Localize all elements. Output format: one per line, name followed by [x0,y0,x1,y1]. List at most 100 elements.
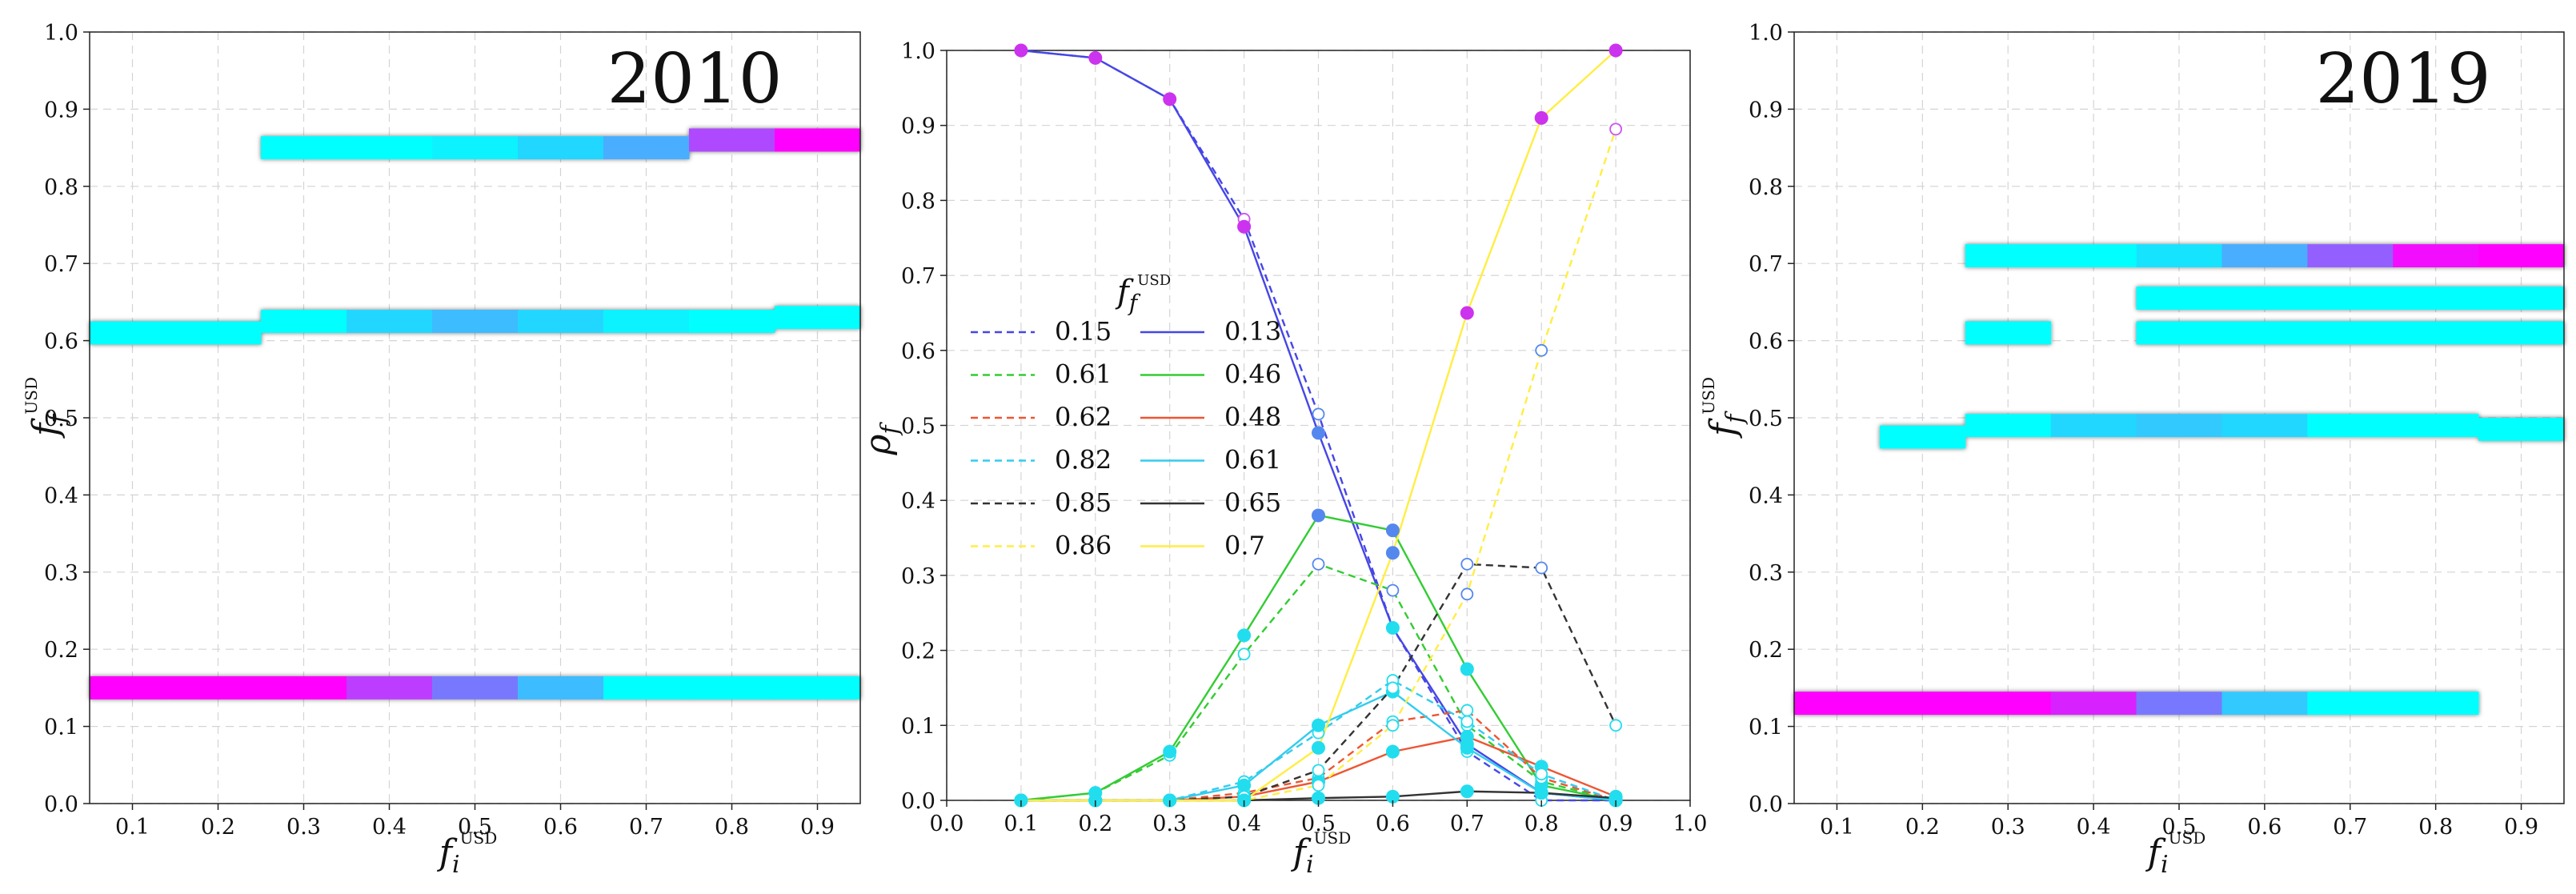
left-heatmap-cell [775,128,861,152]
left-x-tick-label: 0.4 [372,815,407,840]
data-point [1014,43,1028,58]
right-heatmap-cell [2393,244,2479,268]
data-point [1534,786,1548,800]
middle-y-tick-label: 0.1 [901,714,935,739]
middle-x-tick-label: 0.0 [930,812,964,836]
left-x-tick-label: 0.3 [286,815,321,840]
right-y-tick-label: 0.3 [1749,561,1783,586]
right-band-2 [1965,321,2052,345]
left-heatmap-cell [603,676,690,700]
data-point [1608,43,1623,58]
right-heatmap-cell [1965,321,2052,345]
data-point [1312,426,1325,440]
right-heatmap-cell [2307,692,2394,716]
right-band-5 [1965,244,2565,268]
right-x-axis-label: fiUSD [2145,828,2206,879]
left-x-tick-label: 0.1 [115,815,150,840]
middle-series-lines [1014,43,1623,808]
right-heatmap-cell [2393,321,2479,345]
data-point [1386,583,1400,597]
left-y-ticks: 0.0 0.1 0.2 0.3 0.4 0.5 0.6 0.7 0.8 0.9 1.0 [44,21,90,817]
right-x-tick-label: 0.6 [2247,815,2282,840]
left-heatmap-cell [432,310,519,333]
left-heatmap-cell [518,136,604,160]
panel-right-2019: 0.1 0.2 0.3 0.4 0.5 0.6 0.7 0.8 0.9 0.0 0.1 0.2 0.3… [1699,21,2565,879]
left-band-2 [261,128,861,160]
left-heatmap-cell [90,321,176,345]
legend-label: 0.65 [1224,487,1281,518]
data-point [1237,628,1252,643]
right-y-tick-label: 0.2 [1749,638,1783,663]
data-point [1385,546,1400,560]
left-band-1 [90,306,861,345]
data-point [1460,587,1474,601]
middle-x-tick-label: 0.9 [1599,812,1633,836]
data-point [1386,681,1400,695]
right-heatmap-cell [1965,414,2052,438]
right-x-tick-label: 0.8 [2418,815,2453,840]
right-heatmap-cell [2478,418,2565,441]
middle-x-ticks: 0.0 0.1 0.2 0.3 0.4 0.5 0.6 0.7 0.8 0.9 1.0 [930,800,1707,836]
right-heatmap-cell [2393,414,2479,438]
right-heatmap-cell [2478,244,2565,268]
right-band-0 [1794,692,2479,716]
left-heatmap-cell [603,136,690,160]
data-point [1088,50,1103,65]
data-point [1312,740,1325,755]
middle-y-tick-label: 0.3 [901,564,935,589]
left-y-tick-label: 0.5 [44,407,78,431]
left-x-ticks: 0.1 0.2 0.3 0.4 0.5 0.6 0.7 0.8 0.9 [115,804,835,840]
right-y-ticks: 0.0 0.1 0.2 0.3 0.4 0.5 0.6 0.7 0.8 0.9 1.0 [1749,21,1794,817]
right-x-tick-label: 0.4 [2077,815,2111,840]
right-x-tick-label: 0.3 [1991,815,2025,840]
legend-label: 0.48 [1224,402,1281,432]
right-x-tick-label: 0.7 [2333,815,2367,840]
left-y-tick-label: 0.2 [44,638,78,663]
left-year-label: 2010 [607,39,783,119]
data-point [1609,719,1622,732]
left-heatmap-cell [347,310,433,333]
right-heatmap-bands [1794,244,2565,716]
left-heatmap-cell [432,136,519,160]
data-point [1312,508,1325,523]
right-y-tick-label: 0.1 [1749,716,1783,740]
right-heatmap-cell [1794,692,1881,716]
left-y-tick-label: 0.4 [44,483,78,508]
data-point [1237,647,1251,661]
legend-label: 0.46 [1224,359,1281,390]
middle-x-axis-label: fiUSD [1291,828,1352,879]
middle-x-tick-label: 0.3 [1152,812,1187,836]
right-y-tick-label: 0.5 [1749,407,1783,431]
left-heatmap-cell [261,676,347,700]
right-heatmap-cell [1879,692,1966,716]
right-heatmap-cell [2393,692,2479,716]
data-point [1460,784,1474,799]
middle-x-tick-label: 0.2 [1078,812,1112,836]
left-heatmap-cell [603,310,690,333]
legend-items: 0.15 0.61 0.62 0.82 0.85 0.86 0.13 0.46 0.48 0.61… [971,316,1281,561]
legend-label: 0.85 [1055,487,1112,518]
data-point [1460,306,1474,320]
middle-x-tick-label: 0.1 [1004,812,1038,836]
data-point [1312,764,1325,777]
middle-y-tick-label: 0.8 [901,189,935,214]
legend-label: 0.13 [1224,316,1281,347]
left-heatmap-cell [518,310,604,333]
middle-y-axis-label: ρf [858,422,904,456]
left-y-tick-label: 0.8 [44,175,78,200]
left-y-tick-label: 0.0 [44,792,78,817]
middle-y-tick-label: 0.7 [901,264,935,289]
legend-label: 0.7 [1224,531,1265,561]
left-y-tick-label: 0.9 [44,98,78,122]
panel-left-2010: 0.1 0.2 0.3 0.4 0.5 0.6 0.7 0.8 0.9 0.0 0.1 0.2 0.3… [22,21,861,879]
data-point [1385,744,1400,759]
left-heatmap-cell [175,676,262,700]
data-point [1535,343,1548,357]
right-heatmap-cell [2393,287,2479,311]
data-point [1163,744,1177,759]
data-point [1386,719,1400,732]
left-heatmap-cell [689,310,775,333]
legend-label: 0.61 [1055,359,1112,390]
data-point [1460,740,1474,755]
